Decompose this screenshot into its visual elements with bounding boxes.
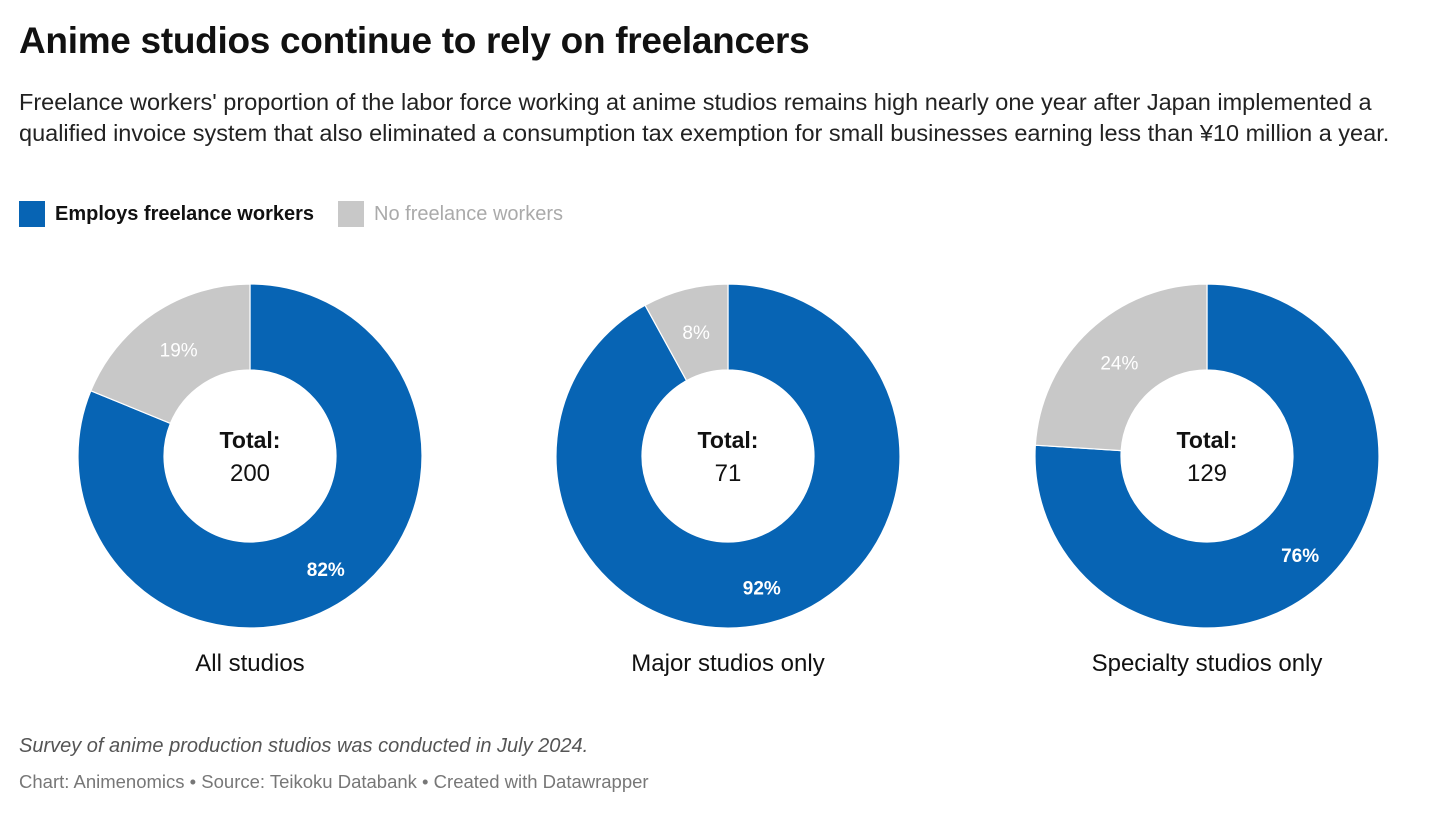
legend-swatch-gray bbox=[338, 201, 365, 227]
legend-label: Employs freelance workers bbox=[55, 202, 315, 225]
legend-item-no-freelance[interactable]: No freelance workers bbox=[338, 201, 563, 227]
legend-label: No freelance workers bbox=[374, 202, 563, 225]
slice-label: 76% bbox=[1281, 546, 1319, 567]
legend-swatch-blue bbox=[19, 201, 45, 227]
slice-label: 19% bbox=[160, 341, 198, 362]
chart-footer: Chart: Animenomics • Source: Teikoku Dat… bbox=[19, 771, 649, 792]
donut-title: Specialty studios only bbox=[1092, 650, 1323, 677]
slice-label: 82% bbox=[307, 560, 345, 581]
center-value: 200 bbox=[230, 460, 270, 487]
slice-no-freelance[interactable] bbox=[90, 283, 251, 425]
center-label: Total: bbox=[220, 427, 281, 453]
slice-label: 8% bbox=[682, 323, 710, 344]
donut-title: All studios bbox=[195, 650, 304, 677]
slice-employs-freelance[interactable] bbox=[555, 283, 901, 629]
chart-subtitle: Freelance workers' proportion of the lab… bbox=[19, 89, 1390, 146]
slice-label: 24% bbox=[1100, 354, 1138, 375]
center-label: Total: bbox=[698, 427, 759, 453]
slice-no-freelance[interactable] bbox=[1034, 283, 1208, 452]
legend-item-employs-freelance[interactable]: Employs freelance workers bbox=[19, 201, 314, 227]
donut-chart: 76% 24% Total: 129 Specialty studios only bbox=[1034, 283, 1380, 677]
legend: Employs freelance workers No freelance w… bbox=[19, 200, 587, 228]
center-value: 129 bbox=[1187, 460, 1227, 487]
slice-no-freelance[interactable] bbox=[644, 283, 729, 382]
donut-chart: 92% 8% Total: 71 Major studios only bbox=[555, 283, 901, 677]
chart-notes: Survey of anime production studios was c… bbox=[19, 735, 589, 757]
donut-charts: 82% 19% Total: 200 All studios 92% 8% Total: 71 M… bbox=[77, 283, 1380, 677]
center-label: Total: bbox=[1177, 427, 1238, 453]
slice-employs-freelance[interactable] bbox=[77, 283, 423, 629]
donut-chart: 82% 19% Total: 200 All studios bbox=[77, 283, 423, 677]
donut-title: Major studios only bbox=[631, 650, 824, 677]
center-value: 71 bbox=[715, 460, 742, 487]
slice-employs-freelance[interactable] bbox=[1034, 283, 1380, 629]
slice-label: 92% bbox=[743, 579, 781, 600]
chart-title: Anime studios continue to rely on freela… bbox=[19, 20, 810, 61]
